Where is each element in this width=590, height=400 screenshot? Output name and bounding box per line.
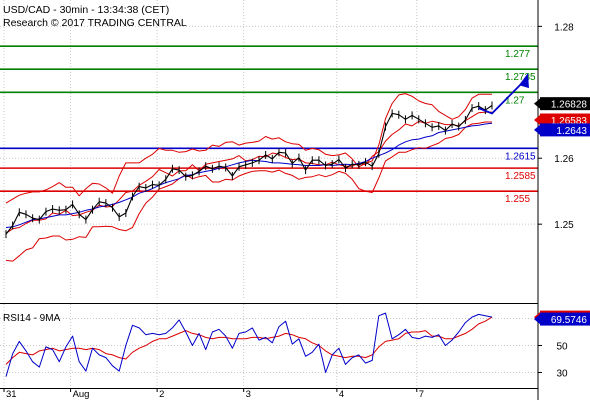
- rsi-grid: [0, 304, 538, 388]
- series-lower-band: [5, 121, 492, 262]
- price-tag-pointer: [534, 98, 540, 109]
- price-tag-text: 1.2643: [556, 126, 587, 137]
- level-label: 1.2585: [505, 171, 536, 182]
- x-tick-label: 7: [419, 389, 424, 400]
- price-series: [5, 73, 529, 262]
- rsi-series: [5, 312, 493, 377]
- support-resistance-levels: 1.277 1.2735 1.27 1.2615 1.2585 1.255: [0, 45, 538, 205]
- price-tag-pointer: [534, 124, 540, 135]
- copyright-notice: Research © 2017 TRADING CENTRAL: [3, 17, 187, 29]
- price-tag-pointer: [534, 115, 540, 125]
- rsi-y-tick-label: 30: [556, 369, 568, 380]
- series-upper-band: [5, 93, 492, 204]
- rsi-series-RSI: [5, 312, 493, 377]
- level-label: 1.2735: [505, 72, 536, 83]
- rsi-title: RSI14 - 9MA: [3, 313, 61, 324]
- level-label: 1.27: [505, 95, 525, 106]
- rsi-y-tick-label: 50: [556, 342, 568, 353]
- x-tick-label: 31: [6, 389, 17, 400]
- chart-title: USD/CAD - 30min - 13:34:38 (CET): [3, 4, 169, 16]
- series-moving-average: [5, 122, 493, 228]
- main-grid: [0, 0, 538, 300]
- price-tag-bg: [540, 113, 590, 127]
- main-y-tick-label: 1.28: [554, 22, 574, 33]
- rsi-tag-pointer: [534, 314, 540, 325]
- x-tick-label: 4: [339, 389, 344, 400]
- price-tag-text: 1.26828: [551, 100, 588, 111]
- series-price: [5, 105, 493, 235]
- main-y-tick-label: 1.25: [554, 220, 574, 231]
- axes: [0, 0, 539, 400]
- level-label: 1.2615: [505, 151, 536, 162]
- price-tag-bg: [540, 97, 590, 111]
- projection-arrow-line: [478, 80, 525, 115]
- x-tick-label: 2: [159, 389, 164, 400]
- level-label: 1.277: [505, 49, 530, 60]
- rsi-tag-bg: [540, 312, 590, 326]
- rsi-series-9MA: [5, 316, 493, 365]
- series-middle-band: [5, 111, 492, 234]
- price-tag-bg: [540, 123, 590, 137]
- level-label: 1.255: [505, 194, 530, 205]
- x-tick-label: Aug: [73, 389, 90, 400]
- x-tick-labels: 31 Aug 2 3 4 7: [3, 388, 424, 400]
- price-tag-text: 1.26583: [551, 116, 588, 127]
- projection-arrow-head: [518, 73, 529, 89]
- x-tick-label: 3: [246, 389, 251, 400]
- main-y-tick-label: 1.26: [554, 154, 574, 165]
- rsi-tag-text: 69.5746: [551, 315, 588, 326]
